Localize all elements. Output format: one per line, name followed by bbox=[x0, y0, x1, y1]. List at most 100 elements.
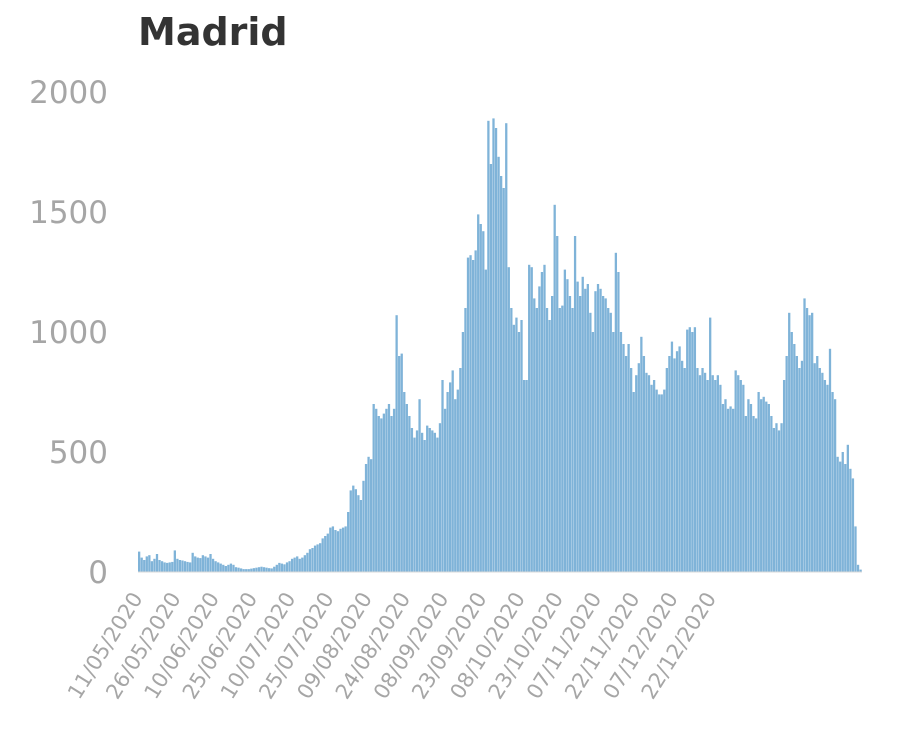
bar bbox=[456, 389, 459, 572]
bar bbox=[387, 404, 391, 572]
bar bbox=[217, 562, 220, 572]
bar bbox=[168, 562, 171, 572]
bar bbox=[859, 569, 862, 572]
bar bbox=[711, 375, 714, 572]
bar bbox=[390, 416, 393, 572]
bar bbox=[833, 399, 837, 572]
bar bbox=[543, 264, 546, 572]
bar bbox=[232, 564, 235, 572]
bar bbox=[191, 552, 194, 572]
bar bbox=[849, 468, 852, 572]
bar bbox=[441, 380, 444, 572]
bar bbox=[642, 356, 646, 572]
y-axis: 0 500 1000 1500 2000 bbox=[29, 75, 108, 591]
bar bbox=[186, 561, 189, 572]
bar bbox=[767, 404, 770, 572]
bar bbox=[558, 308, 561, 572]
bar bbox=[479, 224, 482, 572]
bar bbox=[530, 267, 533, 572]
bar bbox=[622, 344, 625, 572]
bar bbox=[798, 368, 801, 572]
y-tick-label: 1000 bbox=[29, 315, 108, 351]
bar bbox=[706, 380, 709, 572]
bar bbox=[525, 380, 528, 572]
bar bbox=[752, 416, 755, 572]
bar bbox=[339, 528, 342, 572]
bar bbox=[714, 380, 717, 572]
bar bbox=[497, 156, 500, 573]
bar bbox=[464, 308, 467, 572]
bar bbox=[431, 430, 434, 572]
bar bbox=[398, 356, 401, 572]
bar bbox=[612, 332, 615, 572]
bar bbox=[454, 399, 457, 572]
bar bbox=[433, 432, 437, 572]
bar bbox=[579, 296, 582, 572]
bar bbox=[594, 291, 597, 572]
bar bbox=[250, 568, 253, 572]
bar bbox=[856, 564, 860, 572]
bar bbox=[482, 231, 485, 572]
bar bbox=[336, 531, 340, 572]
bar bbox=[166, 562, 169, 572]
bar bbox=[477, 214, 480, 572]
bar bbox=[601, 296, 605, 572]
bar bbox=[533, 298, 536, 572]
bar bbox=[599, 288, 602, 572]
bar bbox=[268, 568, 271, 572]
bar bbox=[795, 356, 799, 572]
bar bbox=[438, 423, 442, 572]
bar bbox=[635, 375, 638, 572]
bar bbox=[683, 368, 686, 572]
bar bbox=[290, 558, 294, 572]
bar bbox=[219, 563, 222, 572]
bar bbox=[737, 375, 740, 572]
bar bbox=[403, 392, 406, 572]
bar bbox=[790, 332, 793, 572]
bar bbox=[466, 257, 470, 572]
bar bbox=[698, 375, 702, 572]
bar bbox=[489, 164, 493, 572]
bar bbox=[372, 404, 375, 572]
bar bbox=[176, 558, 179, 572]
bar bbox=[548, 320, 551, 572]
bar bbox=[770, 416, 773, 572]
bar bbox=[280, 563, 284, 572]
bar bbox=[211, 558, 215, 572]
bar bbox=[675, 351, 679, 572]
bar bbox=[709, 317, 712, 572]
bar bbox=[726, 408, 730, 572]
bar bbox=[805, 308, 809, 572]
bar bbox=[818, 368, 821, 572]
bar bbox=[701, 368, 704, 572]
bar bbox=[265, 567, 268, 572]
bar bbox=[385, 408, 388, 572]
bar bbox=[500, 176, 503, 572]
bar bbox=[630, 368, 633, 572]
bar bbox=[303, 555, 306, 572]
bar bbox=[140, 557, 143, 572]
bar bbox=[502, 188, 505, 572]
bar bbox=[754, 418, 758, 572]
bar bbox=[408, 416, 411, 572]
bar bbox=[471, 260, 475, 572]
bar bbox=[347, 512, 350, 572]
bar bbox=[341, 527, 345, 572]
bar bbox=[607, 308, 610, 572]
bar bbox=[413, 437, 416, 572]
bar bbox=[719, 384, 722, 572]
bar bbox=[234, 567, 238, 572]
bar bbox=[201, 555, 205, 572]
bar bbox=[352, 485, 355, 572]
bar bbox=[395, 315, 398, 572]
bar bbox=[224, 566, 227, 572]
bar bbox=[449, 382, 452, 572]
bar bbox=[540, 272, 544, 572]
bar bbox=[270, 568, 273, 572]
bar bbox=[627, 344, 630, 572]
bar bbox=[545, 308, 549, 572]
bar bbox=[650, 384, 653, 572]
bar bbox=[505, 123, 508, 572]
bar bbox=[206, 557, 210, 572]
